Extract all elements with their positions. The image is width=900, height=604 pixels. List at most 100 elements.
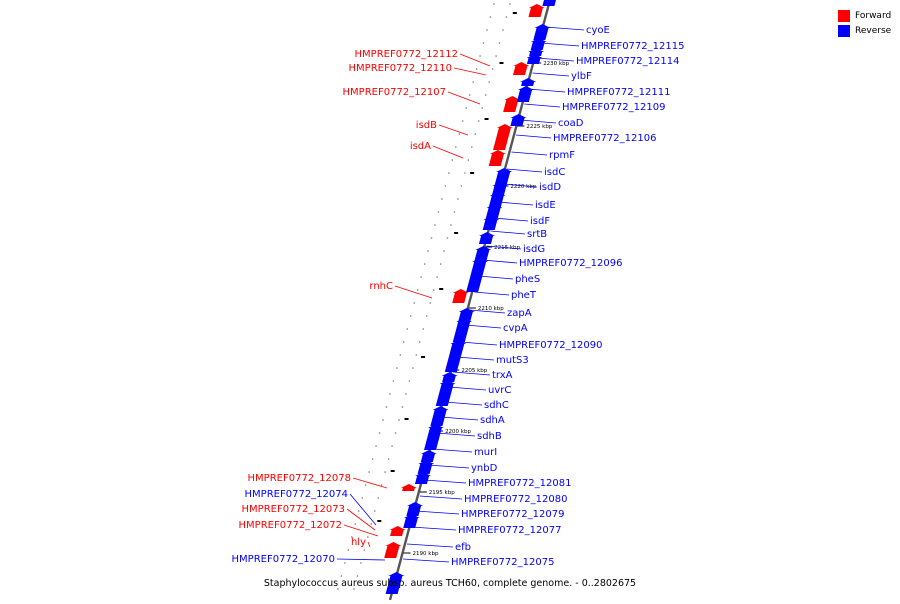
reverse-gene-label-leader <box>511 151 548 156</box>
reverse-gene-block-body <box>430 410 447 426</box>
reverse-gene-label-leader <box>336 558 386 561</box>
forward-gene-label: hly <box>351 537 366 548</box>
tick-dash <box>377 520 382 522</box>
track-dot <box>461 120 464 122</box>
forward-gene-block <box>493 124 513 150</box>
track-dot <box>394 432 397 434</box>
tick-dash <box>421 356 426 358</box>
reverse-gene-block-arrow <box>456 318 473 322</box>
reverse-gene-block <box>441 372 458 382</box>
track-dot <box>412 367 414 369</box>
reverse-gene-block-arrow <box>458 308 475 312</box>
reverse-gene-label: sdhC <box>484 400 509 411</box>
reverse-gene-label-leader <box>490 230 526 235</box>
track-dot <box>354 523 357 525</box>
track-dot <box>429 302 432 304</box>
reverse-gene-label-leader <box>532 72 570 77</box>
reverse-gene-block <box>414 472 432 484</box>
track-dot <box>455 146 457 148</box>
reverse-gene-block-body <box>424 428 442 450</box>
forward-gene-label-leader <box>343 524 379 537</box>
reverse-gene-block-body <box>417 464 433 474</box>
forward-gene-label-leader <box>367 541 371 548</box>
reverse-gene-block-arrow <box>520 78 537 82</box>
reverse-gene-label: mutS3 <box>496 355 529 366</box>
forward-gene-block-body <box>488 154 504 166</box>
reverse-gene-block-arrow <box>530 38 547 42</box>
reverse-gene-block-body <box>529 52 543 56</box>
scale-tick-label: 2200 kbp <box>445 429 471 435</box>
track-dot <box>371 458 374 460</box>
forward-gene-block <box>528 4 545 17</box>
reverse-gene-block-body <box>521 82 535 86</box>
reverse-gene-label: sdhA <box>480 415 505 426</box>
track-dot <box>493 3 495 5</box>
reverse-gene-label: HMPREF0772_12080 <box>464 494 567 505</box>
track-dot <box>465 107 468 109</box>
track-dot <box>448 172 450 174</box>
scale-tick-label: 2195 kbp <box>429 490 455 496</box>
track-dot <box>474 133 477 135</box>
reverse-gene-block-body <box>452 322 471 342</box>
track-dot <box>482 42 485 44</box>
track-dot <box>446 237 449 239</box>
forward-gene-label-leader <box>438 124 469 136</box>
reverse-gene-block-body <box>488 196 504 208</box>
track-dot <box>471 146 473 148</box>
track-dot <box>479 55 481 57</box>
track-dot <box>389 393 391 395</box>
track-dot <box>377 497 380 499</box>
reverse-gene-label-leader <box>419 495 463 500</box>
track-dot <box>391 445 393 447</box>
reverse-gene-block-arrow <box>486 204 503 208</box>
reverse-gene-label: isdC <box>544 167 565 178</box>
track-dot <box>434 224 436 226</box>
track-dot <box>432 289 435 291</box>
track-dot <box>420 276 422 278</box>
reverse-gene-block-body <box>482 220 498 230</box>
track-dot <box>398 419 400 421</box>
track-dot <box>472 81 474 83</box>
track-dot <box>422 328 425 330</box>
reverse-gene-label-leader <box>482 259 518 264</box>
reverse-gene-label: ynbD <box>471 463 498 474</box>
reverse-gene-block <box>430 406 449 426</box>
track-dot <box>419 341 421 343</box>
track-dot <box>384 471 386 473</box>
reverse-gene-block-arrow <box>526 54 543 58</box>
reverse-gene-block <box>485 204 503 220</box>
track-dot <box>344 562 346 564</box>
forward-gene-label-leader <box>447 91 481 105</box>
tick-dash <box>390 470 395 472</box>
forward-gene-label-leader <box>352 477 388 489</box>
scale-tick-label: 2205 kbp <box>461 368 487 374</box>
reverse-gene-block-arrow <box>472 258 489 262</box>
track-dot <box>450 224 452 226</box>
genome-caption: Staphylococcus aureus subsp. aureus TCH6… <box>263 578 637 589</box>
reverse-gene-label: HMPREF0772_12079 <box>461 509 564 520</box>
reverse-gene-block <box>444 340 467 372</box>
forward-gene-label-leader <box>346 508 376 531</box>
reverse-gene-label: srtB <box>527 229 547 240</box>
reverse-gene-block-arrow <box>415 472 432 476</box>
track-dot <box>378 432 381 434</box>
reverse-gene-label: pheT <box>511 290 537 301</box>
reverse-gene-label-leader <box>432 448 473 453</box>
reverse-gene-label-leader <box>423 479 467 484</box>
track-dot <box>495 55 497 57</box>
reverse-gene-block <box>466 258 489 292</box>
reverse-gene-block-body <box>474 250 490 262</box>
forward-gene-block-arrow <box>513 62 530 66</box>
reverse-gene-block-arrow <box>427 424 444 428</box>
forward-gene-label: isdB <box>416 120 437 131</box>
reverse-gene-block-arrow <box>441 372 458 376</box>
gene-labels: HMPREF0772_12112 HMPREF0772_12110 HMPREF07… <box>232 25 685 568</box>
track-dot <box>340 575 343 577</box>
track-dot <box>488 81 490 83</box>
reverse-gene-block <box>424 424 444 450</box>
reverse-gene-label-leader <box>486 245 522 250</box>
reverse-gene-block <box>417 460 435 474</box>
reverse-gene-block-arrow <box>510 114 527 118</box>
reverse-gene-label: coaD <box>558 118 584 129</box>
forward-gene-block-arrow <box>385 542 402 546</box>
